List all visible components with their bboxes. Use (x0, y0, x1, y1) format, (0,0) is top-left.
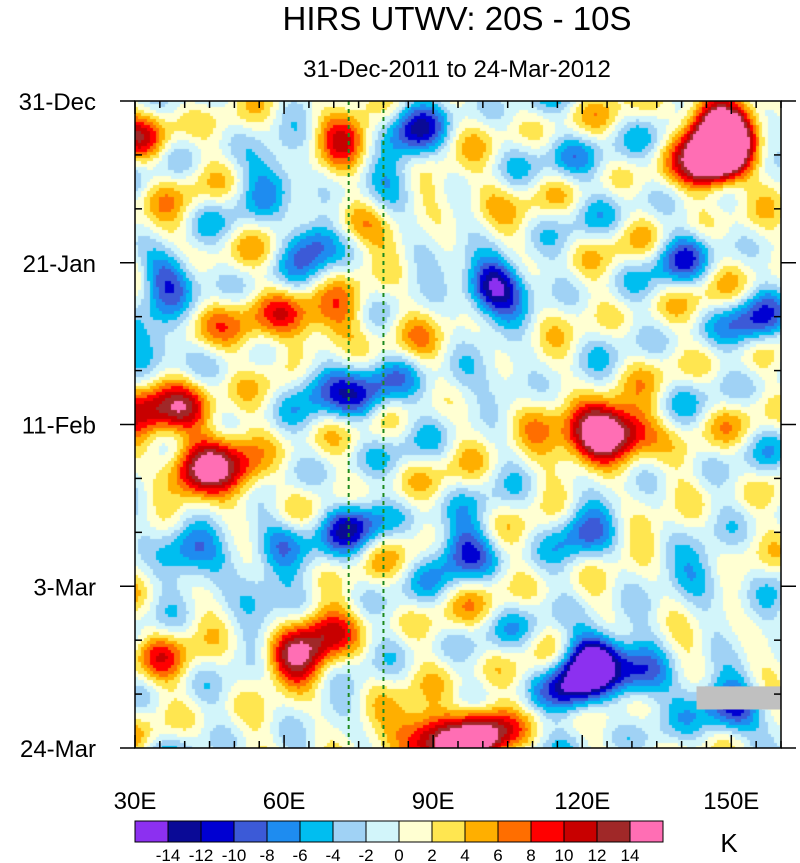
colorbar-label: 6 (493, 846, 502, 863)
colorbar: -14 -12 -10 -8 -6 -4 -2 0 2 4 6 8 10 12 14 (134, 820, 664, 863)
y-tick-label: 24-Mar (20, 736, 96, 763)
colorbar-label: 8 (526, 846, 535, 863)
missing-data-region (696, 686, 781, 710)
colorbar-label: -4 (325, 846, 340, 863)
colorbar-swatch (464, 820, 499, 843)
x-tick-label: 150E (703, 788, 759, 815)
colorbar-swatch (398, 820, 433, 843)
colorbar-swatch (200, 820, 235, 843)
colorbar-swatch (266, 820, 301, 843)
heatmap-canvas (135, 101, 781, 748)
x-tick-label: 60E (263, 788, 306, 815)
colorbar-label: 4 (460, 846, 469, 863)
colorbar-unit: K (720, 828, 738, 858)
chart-title: HIRS UTWV: 20S - 10S (282, 0, 631, 37)
colorbar-label: -6 (292, 846, 307, 863)
reference-lines (347, 101, 385, 748)
y-tick-label: 21-Jan (23, 251, 96, 278)
colorbar-swatch (299, 820, 334, 843)
colorbar-swatch (563, 820, 598, 843)
colorbar-swatch (365, 820, 400, 843)
colorbar-label: 14 (621, 846, 640, 863)
colorbar-label: -2 (358, 846, 373, 863)
colorbar-label: -12 (189, 846, 214, 863)
x-tick-label: 120E (554, 788, 610, 815)
colorbar-swatch (629, 820, 664, 843)
colorbar-swatch (596, 820, 631, 843)
x-tick-label: 30E (114, 788, 157, 815)
colorbar-label: -14 (156, 846, 181, 863)
colorbar-label: 0 (394, 846, 403, 863)
colorbar-label: -10 (222, 846, 247, 863)
y-tick-label: 31-Dec (19, 89, 96, 116)
colorbar-swatch (497, 820, 532, 843)
colorbar-label: 12 (588, 846, 607, 863)
heatmap-field (135, 101, 781, 748)
y-axis: 31-Dec 21-Jan 11-Feb 3-Mar 24-Mar (19, 89, 796, 763)
chart-subtitle: 31-Dec-2011 to 24-Mar-2012 (303, 56, 611, 83)
colorbar-label: -8 (259, 846, 274, 863)
y-tick-label: 3-Mar (33, 574, 96, 601)
colorbar-swatch (134, 820, 169, 843)
colorbar-swatch (530, 820, 565, 843)
x-tick-label: 90E (412, 788, 455, 815)
colorbar-label: 10 (555, 846, 574, 863)
colorbar-swatch (332, 820, 367, 843)
colorbar-label: 2 (427, 846, 436, 863)
colorbar-swatch (233, 820, 268, 843)
missing-data-patch (696, 686, 781, 710)
colorbar-swatch (167, 820, 202, 843)
colorbar-swatch (431, 820, 466, 843)
y-tick-label: 11-Feb (22, 413, 96, 440)
x-axis: 30E 60E 90E 120E 150E (114, 101, 782, 815)
